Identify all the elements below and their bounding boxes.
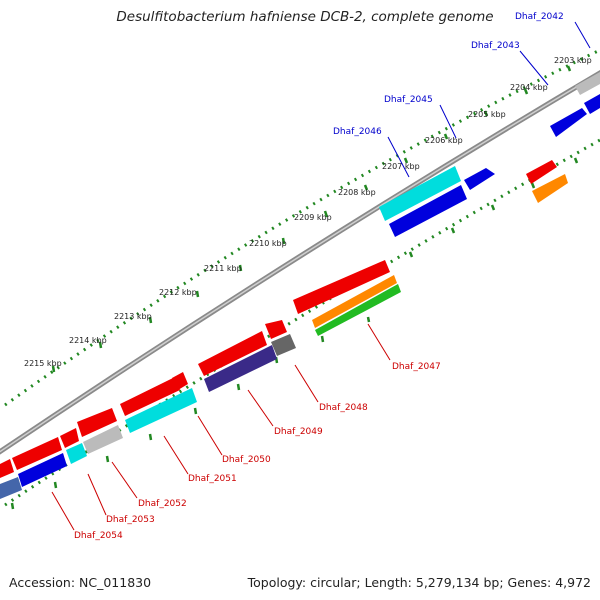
gene-feature — [66, 443, 87, 464]
tick-mark — [408, 251, 414, 258]
gene-feature — [532, 174, 568, 203]
gene-label: Dhaf_2048 — [319, 403, 368, 413]
tick-mark — [53, 481, 58, 489]
gene-feature — [526, 160, 557, 184]
tick-mark — [566, 65, 572, 72]
tick-mark — [366, 316, 371, 323]
gene-feature — [379, 166, 461, 221]
gene-feature — [265, 320, 287, 339]
tick-mark — [443, 133, 449, 140]
gene-feature — [389, 185, 467, 237]
tick-mark — [236, 383, 241, 391]
gene-feature — [60, 428, 79, 448]
gene-feature — [125, 388, 197, 433]
tick-mark — [193, 407, 198, 415]
gene-feature — [120, 377, 180, 416]
tick-mark — [363, 184, 369, 191]
gene-feature — [18, 453, 67, 487]
tick-labels: 2203 kbp 2204 kbp 2205 kbp 2206 kbp 2207… — [24, 56, 592, 368]
gene-label: Dhaf_2047 — [392, 362, 441, 372]
gene-feature — [198, 331, 267, 376]
tick-mark — [238, 264, 243, 272]
map-title: Desulfitobacterium hafniense DCB-2, comp… — [116, 9, 494, 25]
gene-feature — [77, 408, 117, 437]
gene-feature — [293, 260, 390, 314]
tick-label: 2208 kbp — [338, 188, 376, 197]
major-ticks-inner — [10, 157, 579, 510]
features-bottom — [0, 160, 568, 499]
gene-feature — [550, 108, 587, 137]
gene-labels-top: Dhaf_2042 Dhaf_2043 Dhaf_2045 Dhaf_2046 — [333, 12, 564, 137]
accession-label: Accession: NC_011830 — [9, 575, 152, 590]
gene-feature — [0, 459, 14, 478]
tick-label: 2205 kbp — [468, 110, 506, 119]
gene-feature — [312, 275, 397, 328]
tick-label: 2206 kbp — [425, 136, 463, 145]
gene-label: Dhaf_2043 — [471, 41, 520, 51]
tick-mark — [195, 290, 200, 298]
tick-mark — [490, 204, 496, 211]
tick-mark — [530, 182, 536, 189]
tick-mark — [323, 210, 329, 218]
tick-mark — [148, 433, 153, 441]
tick-label: 2210 kbp — [249, 239, 287, 248]
gene-feature — [0, 477, 22, 499]
tick-label: 2203 kbp — [554, 56, 592, 65]
gene-feature — [315, 284, 401, 336]
gene-label: Dhaf_2053 — [106, 515, 155, 525]
tick-label: 2211 kbp — [204, 264, 242, 273]
tick-mark — [105, 455, 110, 463]
gene-feature — [575, 72, 600, 95]
gene-label: Dhaf_2046 — [333, 127, 382, 137]
backbone — [0, 70, 600, 455]
tick-mark — [148, 316, 153, 324]
major-ticks — [51, 65, 572, 373]
tick-mark — [483, 110, 489, 117]
features-top — [379, 72, 600, 237]
tick-label: 2212 kbp — [159, 288, 197, 297]
tick-mark — [320, 335, 325, 343]
tick-ring-top — [4, 48, 600, 407]
tick-mark — [403, 157, 409, 164]
gene-feature — [83, 425, 123, 454]
tick-mark — [51, 365, 56, 373]
tick-mark — [281, 237, 286, 245]
tick-mark — [10, 502, 15, 510]
gene-label: Dhaf_2052 — [138, 499, 187, 509]
tick-label: 2215 kbp — [24, 359, 62, 368]
gene-label: Dhaf_2042 — [515, 12, 564, 22]
gene-feature — [584, 94, 600, 114]
gene-feature — [172, 372, 188, 390]
gene-label: Dhaf_2051 — [188, 474, 237, 484]
gene-labels-bottom: Dhaf_2047 Dhaf_2048 Dhaf_2049 Dhaf_2050 … — [74, 362, 441, 541]
gene-label: Dhaf_2054 — [74, 531, 123, 541]
tick-mark — [450, 227, 456, 234]
tick-mark — [523, 88, 529, 95]
tick-mark — [573, 157, 579, 164]
tick-label: 2213 kbp — [114, 312, 152, 321]
tick-label: 2209 kbp — [294, 213, 332, 222]
gene-feature — [204, 345, 277, 392]
gene-feature — [12, 437, 62, 470]
tick-label: 2207 kbp — [382, 162, 420, 171]
leaders-bottom — [51, 323, 391, 531]
leaders-top — [387, 21, 591, 178]
gene-feature — [464, 168, 495, 190]
tick-label: 2204 kbp — [510, 83, 548, 92]
topology-label: Topology: circular; Length: 5,279,134 bp… — [247, 575, 591, 590]
gene-label: Dhaf_2049 — [274, 427, 323, 437]
gene-label: Dhaf_2045 — [384, 95, 433, 105]
gene-feature — [271, 334, 296, 356]
gene-label: Dhaf_2050 — [222, 455, 271, 465]
tick-mark — [98, 341, 103, 349]
tick-label: 2214 kbp — [69, 336, 107, 345]
